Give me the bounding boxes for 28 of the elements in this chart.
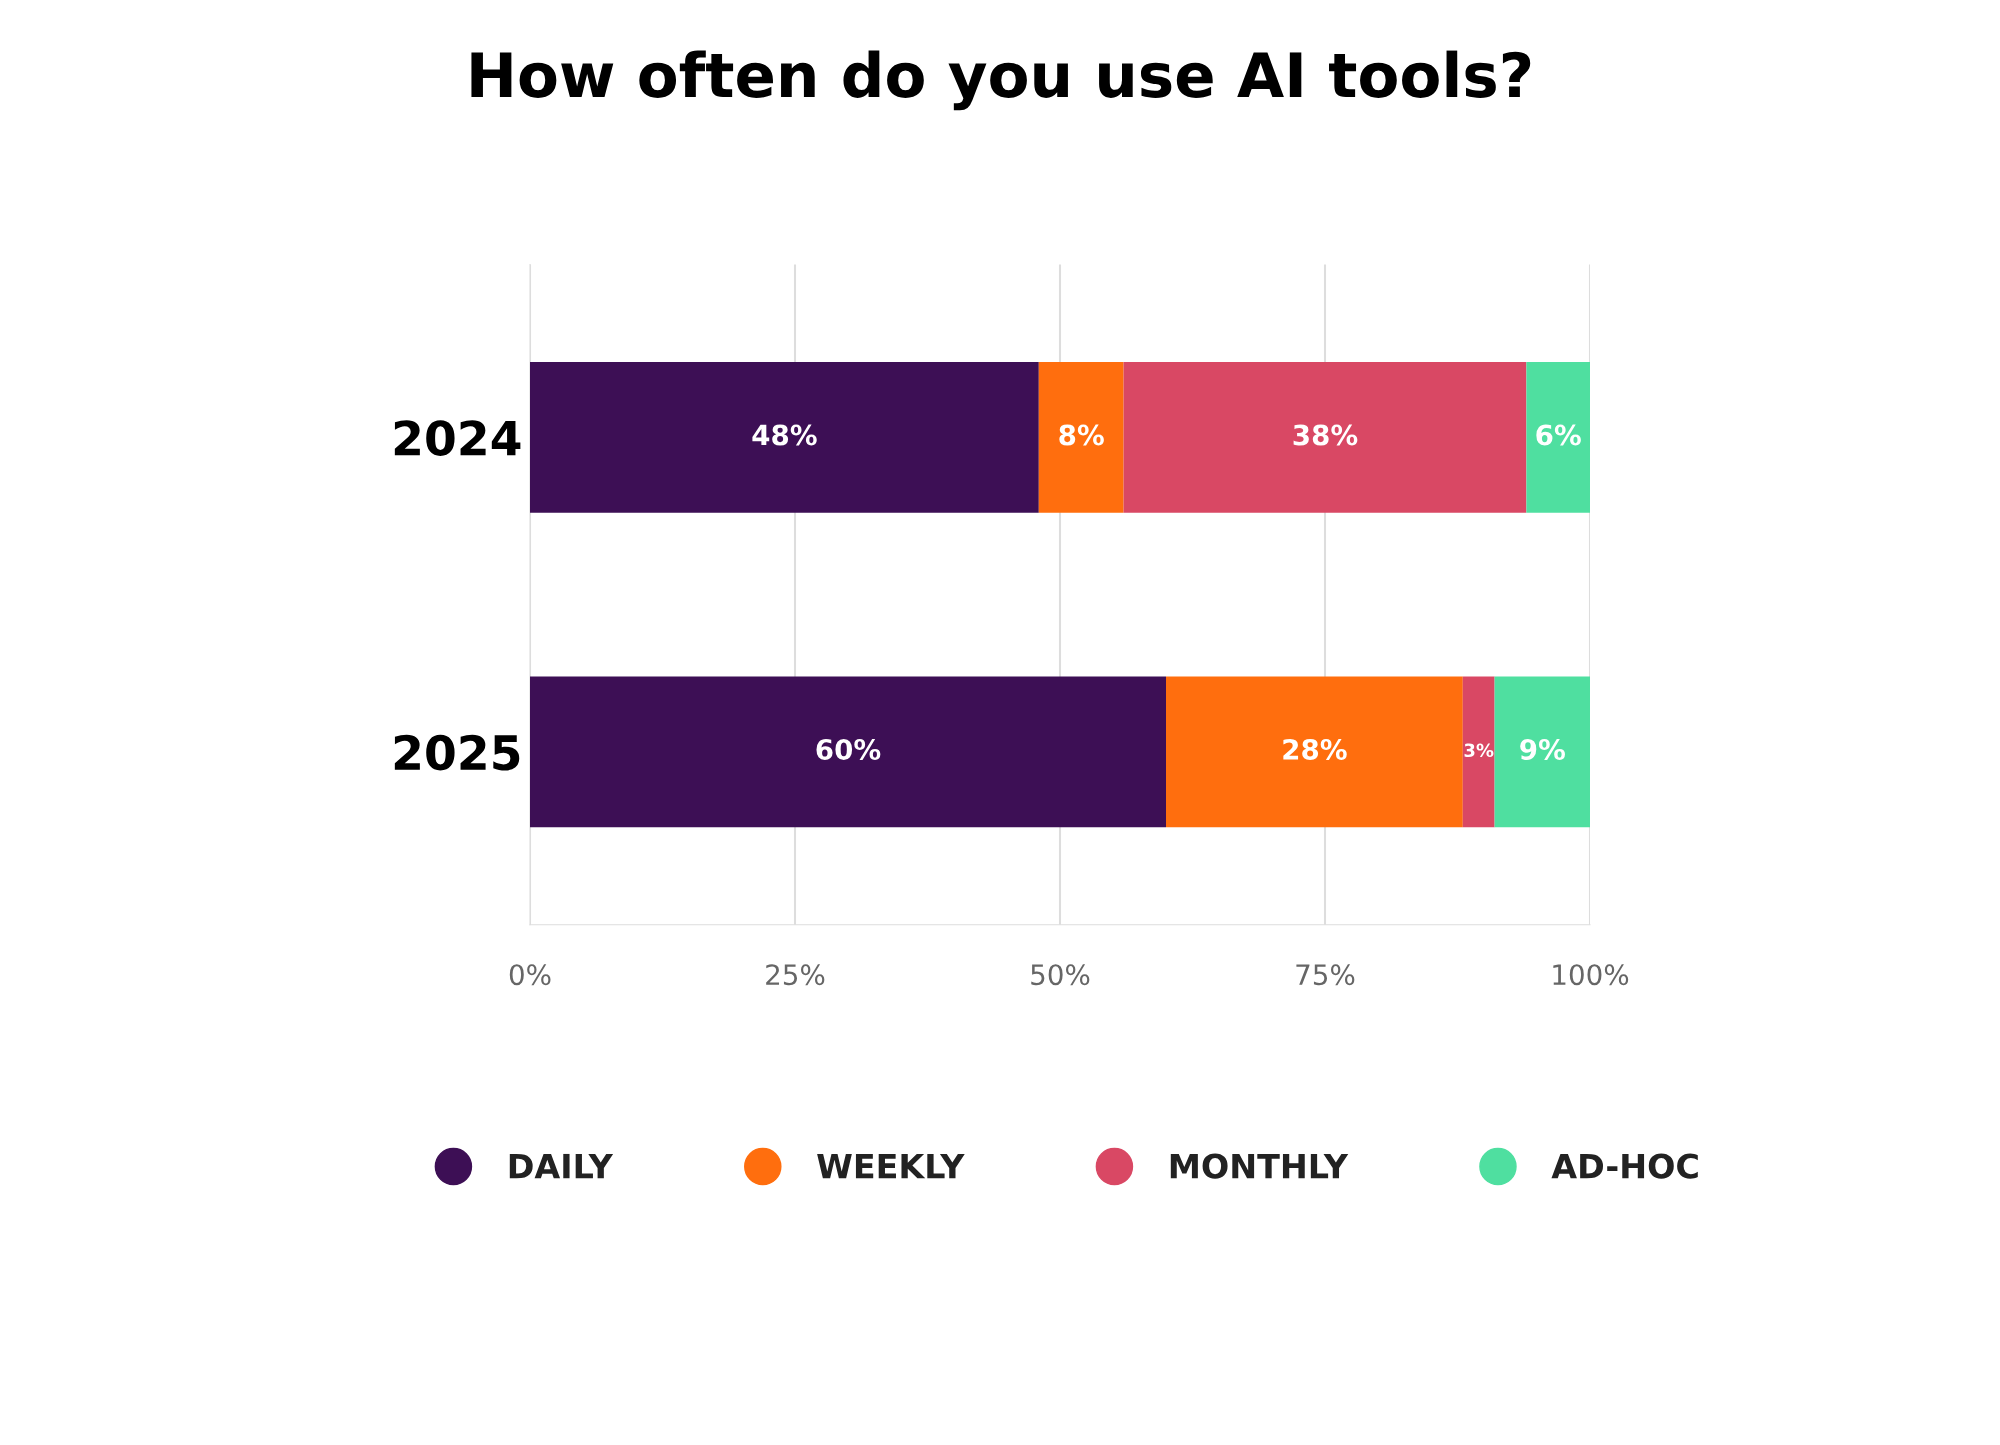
bar	[1166, 676, 1463, 828]
legend-label: WEEKLY	[817, 1153, 965, 1179]
bar	[530, 676, 1166, 828]
legend-label: AD-HOC	[1551, 1153, 1698, 1179]
bar	[1462, 676, 1495, 828]
bar	[1038, 361, 1124, 513]
bar	[1494, 676, 1590, 828]
data-label: 38%	[1293, 424, 1358, 446]
y-tick-label: 2025	[394, 734, 520, 771]
data-label: 9%	[1520, 738, 1565, 760]
data-label: 3%	[1464, 743, 1494, 758]
x-tick-label: 25%	[766, 964, 825, 986]
x-tick-label: 50%	[1031, 964, 1090, 986]
x-tick-label: 75%	[1296, 964, 1355, 986]
data-label: 60%	[816, 738, 881, 760]
bar	[1123, 361, 1527, 513]
legend-label: MONTHLY	[1170, 1153, 1349, 1179]
chart-title: How often do you use AI tools?	[471, 50, 1531, 111]
data-label: 6%	[1536, 424, 1581, 446]
legend-label: DAILY	[509, 1153, 614, 1179]
data-label: 48%	[752, 424, 817, 446]
data-label: 8%	[1059, 424, 1104, 446]
x-tick-label: 0%	[509, 964, 551, 986]
x-tick-label: 100%	[1553, 964, 1629, 986]
bar	[530, 361, 1039, 513]
bar	[1526, 361, 1590, 513]
y-tick-label: 2024	[394, 420, 521, 456]
data-label: 28%	[1283, 738, 1347, 760]
